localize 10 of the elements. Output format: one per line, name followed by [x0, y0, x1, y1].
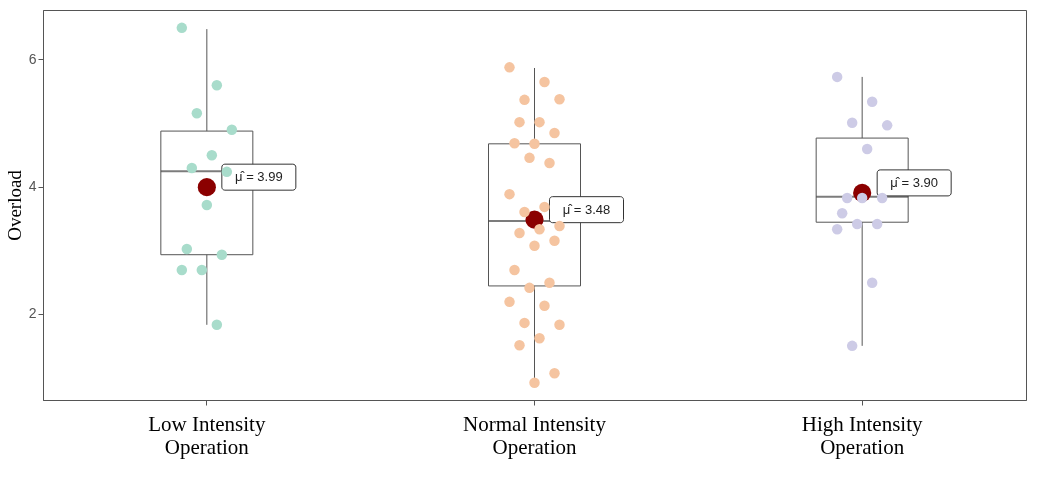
x-tick-label: High Intensity Operation	[801, 411, 924, 459]
annotation: μ̂ = 3.90	[890, 174, 938, 190]
y-tick-label: 4	[28, 178, 37, 195]
y-tick-label: 6	[28, 50, 37, 67]
x-tick-label: Normal Intensity Operation	[463, 411, 607, 459]
y-axis-title: Overload	[3, 169, 25, 241]
x-tick-label: Low Intensity Operation	[148, 411, 266, 459]
annotation: μ̂ = 3.99	[235, 169, 283, 185]
y-tick-label: 2	[28, 305, 37, 322]
annotation: μ̂ = 3.48	[562, 201, 611, 217]
